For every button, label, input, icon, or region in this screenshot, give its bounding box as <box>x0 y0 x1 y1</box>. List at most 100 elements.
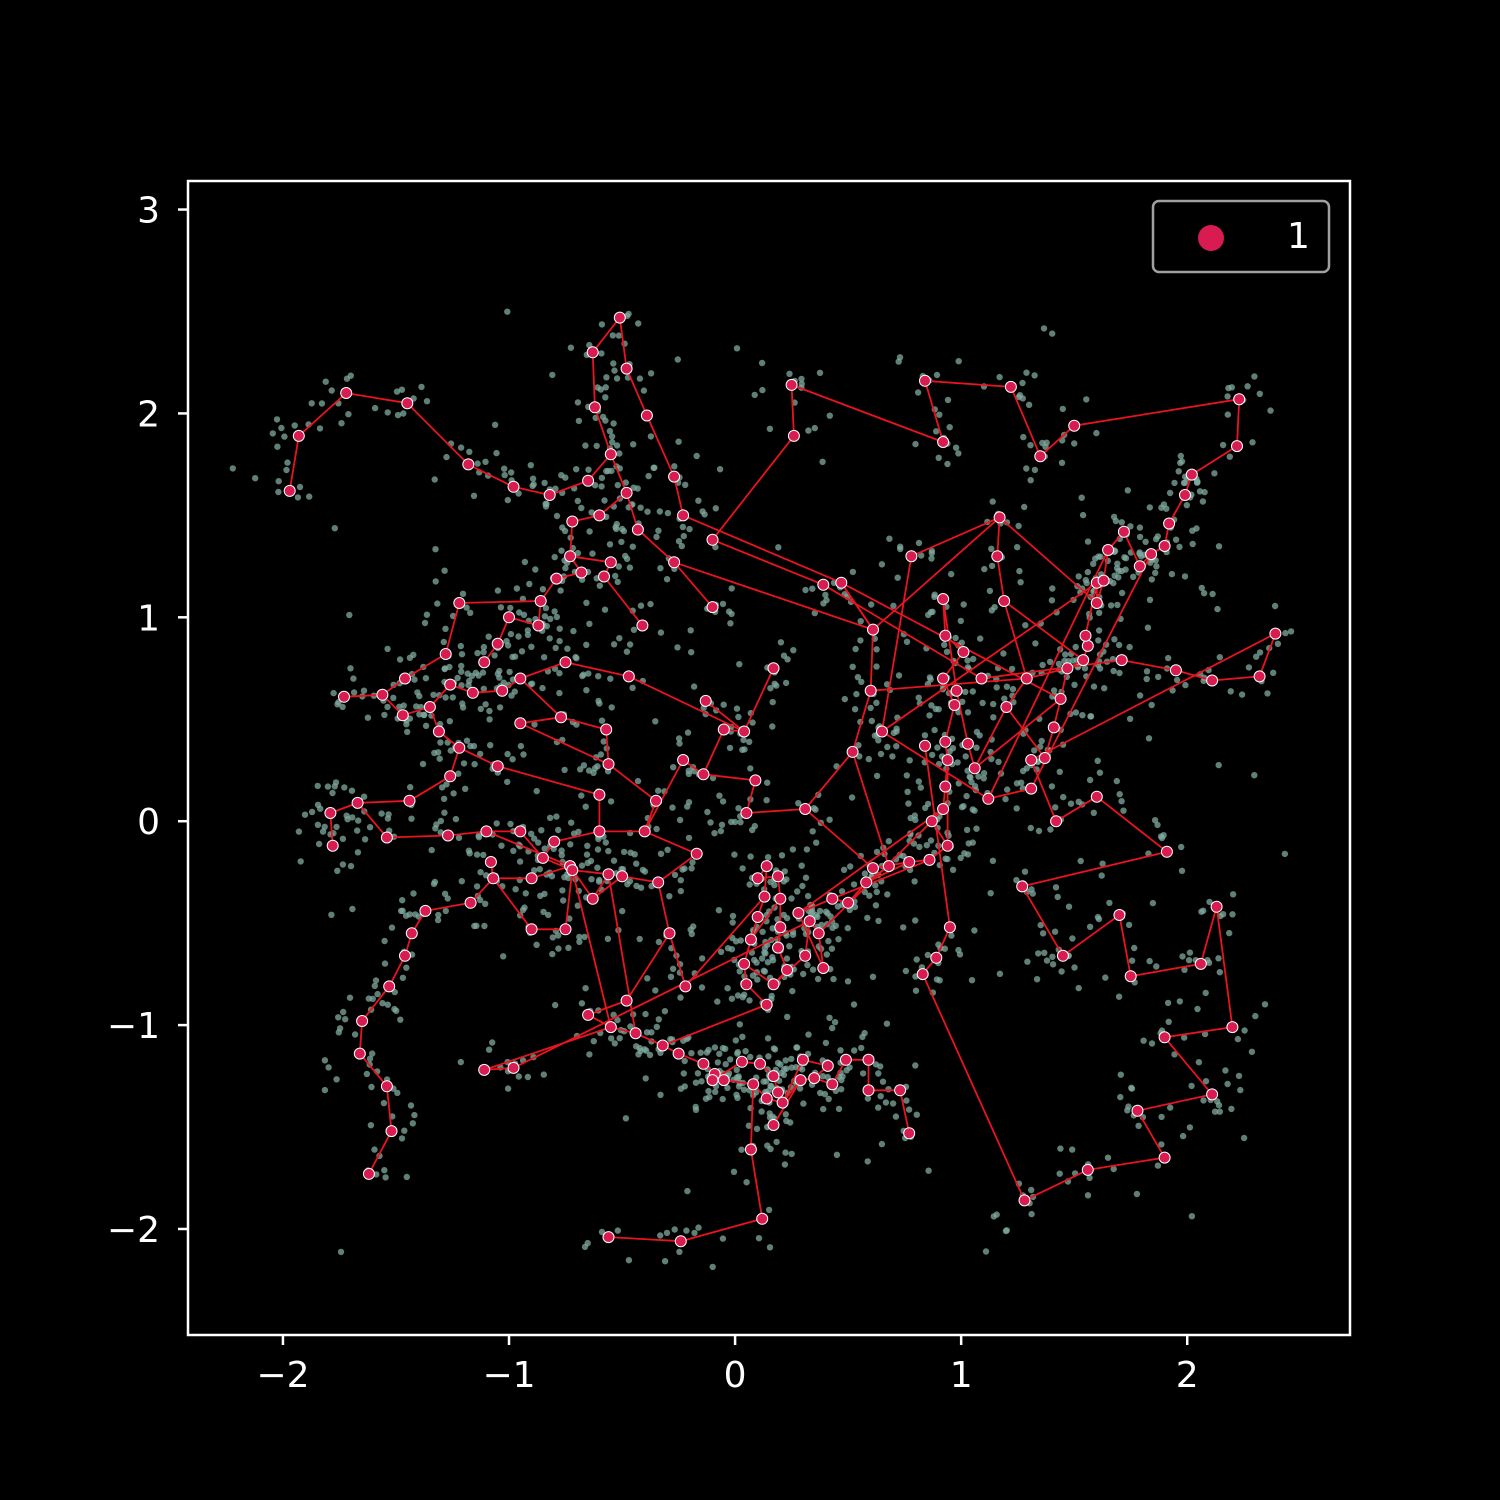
cell-point <box>568 819 575 826</box>
cell-point <box>884 743 891 751</box>
cell-point <box>720 701 727 708</box>
cell-point <box>885 838 892 845</box>
cell-point <box>878 1140 886 1148</box>
cell-point <box>1075 798 1082 805</box>
cell-point <box>1149 899 1157 907</box>
cell-point <box>1041 949 1048 956</box>
cell-point <box>751 391 758 399</box>
cell-point <box>521 558 529 566</box>
cell-point <box>482 458 489 465</box>
cell-point <box>1002 1227 1010 1235</box>
cell-point <box>1116 791 1123 798</box>
cell-point <box>1019 379 1026 387</box>
graph-node <box>604 556 617 569</box>
cell-point <box>452 815 460 823</box>
cell-point <box>1155 673 1162 681</box>
cell-point <box>1249 439 1256 446</box>
cell-point <box>714 998 721 1005</box>
graph-edge <box>673 561 874 631</box>
graph-edge <box>1055 795 1098 822</box>
cell-point <box>1146 504 1154 511</box>
cell-point <box>1215 1102 1223 1109</box>
cell-point <box>705 1046 712 1054</box>
cell-point <box>712 505 719 512</box>
cell-point <box>701 511 708 518</box>
cell-point <box>840 866 848 873</box>
cell-point <box>384 645 391 653</box>
cell-point <box>330 689 337 697</box>
cell-point <box>719 1235 727 1242</box>
cell-point <box>536 866 543 873</box>
graph-node <box>706 533 719 546</box>
cell-point <box>1033 976 1041 983</box>
cell-point <box>687 627 694 634</box>
cell-point <box>926 712 933 719</box>
cell-point <box>1152 569 1159 577</box>
cell-point <box>952 444 960 451</box>
cell-point <box>675 438 682 445</box>
cell-point <box>567 344 575 351</box>
cell-point <box>475 832 482 839</box>
cell-point <box>747 1053 754 1061</box>
cell-point <box>553 512 561 520</box>
graph-node <box>1158 1151 1171 1164</box>
cell-point <box>957 617 964 625</box>
cell-point <box>1021 868 1029 875</box>
cell-point <box>728 818 735 826</box>
cell-point <box>835 936 842 943</box>
graph-edge <box>996 556 1005 602</box>
graph-edge <box>531 865 571 880</box>
graph-node <box>593 788 606 801</box>
cell-point <box>615 332 623 339</box>
cell-point <box>595 697 602 705</box>
graph-node <box>939 629 952 642</box>
cell-point <box>598 321 606 328</box>
cell-point <box>838 1086 845 1093</box>
cell-point <box>501 471 508 479</box>
cell-point <box>516 609 523 616</box>
graph-edge <box>618 317 628 369</box>
graph-node <box>652 876 665 889</box>
cell-point <box>816 907 824 915</box>
cell-point <box>442 625 449 632</box>
graph-edge <box>591 317 621 353</box>
graph-edge <box>1163 1036 1213 1095</box>
cell-point <box>763 797 770 804</box>
cell-point <box>694 1070 702 1077</box>
cell-point <box>1071 440 1078 447</box>
graph-node <box>496 684 509 697</box>
cell-point <box>900 924 907 931</box>
cell-point <box>316 425 324 432</box>
graph-edge <box>865 861 910 884</box>
cell-point <box>943 648 951 655</box>
cell-point <box>778 1069 785 1077</box>
y-tick-label: 1 <box>137 598 160 639</box>
cell-point <box>683 1227 690 1234</box>
graph-edge <box>343 693 383 698</box>
graph-node <box>690 847 703 860</box>
graph-edge <box>621 875 659 884</box>
graph-edge <box>1215 906 1234 1028</box>
cell-point <box>838 888 846 895</box>
cell-point <box>647 600 654 608</box>
graph-edge <box>1021 850 1168 888</box>
cell-point <box>707 819 714 826</box>
cell-point <box>733 705 741 712</box>
graph-node <box>405 927 418 940</box>
graph-node <box>817 578 830 591</box>
cell-point <box>809 966 817 973</box>
cell-point <box>698 1078 705 1085</box>
cell-point <box>733 1066 740 1074</box>
cell-point <box>955 450 962 457</box>
cell-point <box>513 585 521 592</box>
cell-point <box>1215 543 1223 550</box>
cell-point <box>705 1087 712 1095</box>
y-tick-label: 2 <box>137 394 160 435</box>
cell-point <box>360 687 368 694</box>
cell-point <box>615 563 622 570</box>
graph-node <box>340 387 353 399</box>
cell-point <box>345 411 352 418</box>
cell-point <box>892 1113 900 1120</box>
cell-point <box>1118 589 1126 597</box>
cell-point <box>764 1035 772 1042</box>
